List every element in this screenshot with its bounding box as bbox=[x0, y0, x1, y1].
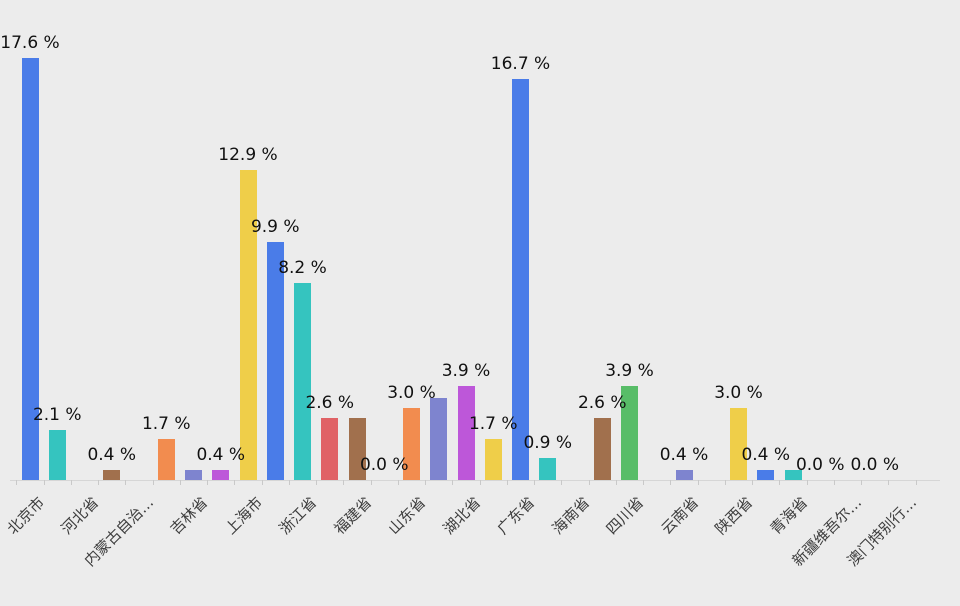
bar[interactable] bbox=[675, 470, 693, 480]
x-axis-tick bbox=[670, 480, 672, 485]
x-axis-tick bbox=[752, 480, 754, 485]
x-axis-tick bbox=[288, 480, 290, 485]
bar-value-label: 0.4 % bbox=[87, 445, 137, 465]
bar-value-label: 0.0 % bbox=[359, 455, 409, 475]
bar[interactable] bbox=[212, 470, 230, 480]
bar-value-label: 3.9 % bbox=[441, 361, 491, 381]
x-axis-tick-label: 河北省 bbox=[58, 493, 103, 538]
bar[interactable] bbox=[321, 418, 339, 480]
x-axis-tick bbox=[370, 480, 372, 485]
x-axis-tick bbox=[479, 480, 481, 485]
x-axis-tick bbox=[506, 480, 508, 485]
x-axis-tick-label: 四川省 bbox=[603, 493, 648, 538]
bar-value-label: 1.7 % bbox=[141, 414, 191, 434]
x-axis-tick bbox=[425, 480, 427, 485]
bar[interactable] bbox=[539, 458, 557, 480]
x-axis-tick bbox=[697, 480, 699, 485]
x-axis-tick bbox=[152, 480, 154, 485]
x-axis-tick bbox=[643, 480, 645, 485]
bar[interactable] bbox=[185, 470, 202, 480]
x-axis-tick bbox=[915, 480, 917, 485]
bar-value-label: 8.2 % bbox=[278, 258, 327, 278]
x-axis-tick-label: 北京市 bbox=[3, 493, 49, 538]
bar[interactable] bbox=[430, 398, 448, 480]
x-axis-tick bbox=[534, 480, 536, 485]
x-axis-tick-label: 云南省 bbox=[657, 493, 703, 538]
bar-value-label: 1.7 % bbox=[468, 414, 518, 434]
x-axis-tick-label: 陕西省 bbox=[712, 493, 757, 538]
x-axis-tick bbox=[16, 480, 18, 485]
bar-value-label: 16.7 % bbox=[490, 54, 551, 74]
x-axis-tick bbox=[888, 480, 890, 485]
x-axis-tick bbox=[343, 480, 345, 485]
x-axis-tick bbox=[98, 480, 100, 485]
bar-value-label: 0.9 % bbox=[523, 433, 573, 453]
bar[interactable] bbox=[21, 58, 39, 480]
bar[interactable] bbox=[512, 79, 529, 480]
bar-value-label: 9.9 % bbox=[250, 217, 300, 237]
x-axis-tick bbox=[724, 480, 726, 485]
bar[interactable] bbox=[621, 386, 638, 480]
x-axis-tick-label: 上海市 bbox=[221, 493, 267, 538]
bar[interactable] bbox=[784, 470, 802, 480]
x-axis-tick bbox=[316, 480, 318, 485]
bar[interactable] bbox=[103, 470, 121, 480]
bar[interactable] bbox=[239, 170, 257, 480]
bar-value-label: 0.4 % bbox=[741, 445, 791, 465]
x-axis-tick bbox=[452, 480, 454, 485]
x-axis-tick bbox=[43, 480, 45, 485]
bar-value-label: 0.0 % bbox=[795, 455, 845, 475]
x-axis-tick-label: 海南省 bbox=[548, 493, 594, 538]
x-axis-tick bbox=[397, 480, 399, 485]
bar[interactable] bbox=[730, 408, 747, 480]
bar[interactable] bbox=[457, 386, 475, 480]
bar-value-label: 0.4 % bbox=[659, 445, 709, 465]
x-axis-tick bbox=[70, 480, 72, 485]
x-axis-tick bbox=[833, 480, 835, 485]
x-axis-tick bbox=[179, 480, 181, 485]
x-axis-tick-label: 吉林省 bbox=[167, 493, 212, 538]
x-axis-line bbox=[10, 480, 940, 481]
bar-value-label: 17.6 % bbox=[0, 33, 60, 53]
bar-value-label: 3.0 % bbox=[714, 383, 763, 403]
x-axis-tick bbox=[861, 480, 863, 485]
x-axis-tick bbox=[261, 480, 263, 485]
x-axis-tick bbox=[234, 480, 236, 485]
bar[interactable] bbox=[593, 418, 611, 480]
x-axis-tick bbox=[561, 480, 563, 485]
bar[interactable] bbox=[403, 408, 420, 480]
bar-value-label: 3.9 % bbox=[605, 361, 654, 381]
bar-value-label: 0.4 % bbox=[196, 445, 246, 465]
x-axis-tick-label: 山东省 bbox=[385, 493, 430, 538]
bar[interactable] bbox=[484, 439, 502, 480]
bar[interactable] bbox=[294, 283, 311, 480]
x-axis-tick bbox=[207, 480, 209, 485]
bar-value-label: 12.9 % bbox=[218, 145, 278, 165]
bar[interactable] bbox=[157, 439, 175, 480]
bar[interactable] bbox=[348, 418, 366, 480]
x-axis-tick bbox=[615, 480, 617, 485]
bar[interactable] bbox=[48, 430, 66, 480]
x-axis-tick-label: 浙江省 bbox=[276, 493, 321, 538]
x-axis-tick bbox=[779, 480, 781, 485]
bar-value-label: 2.6 % bbox=[577, 393, 627, 413]
bar-value-label: 0.0 % bbox=[850, 455, 900, 475]
x-axis-tick-label: 福建省 bbox=[330, 493, 376, 538]
bar[interactable] bbox=[757, 470, 775, 480]
bar-value-label: 3.0 % bbox=[387, 383, 436, 403]
bar-value-label: 2.6 % bbox=[305, 393, 355, 413]
bar-value-label: 2.1 % bbox=[32, 405, 82, 425]
x-axis-tick bbox=[125, 480, 127, 485]
x-axis-tick bbox=[806, 480, 808, 485]
x-axis-tick bbox=[588, 480, 590, 485]
x-axis-tick-label: 湖北省 bbox=[439, 493, 485, 538]
x-axis-tick-label: 青海省 bbox=[766, 493, 812, 538]
bar[interactable] bbox=[266, 242, 284, 480]
x-axis-tick-label: 广东省 bbox=[494, 493, 539, 538]
